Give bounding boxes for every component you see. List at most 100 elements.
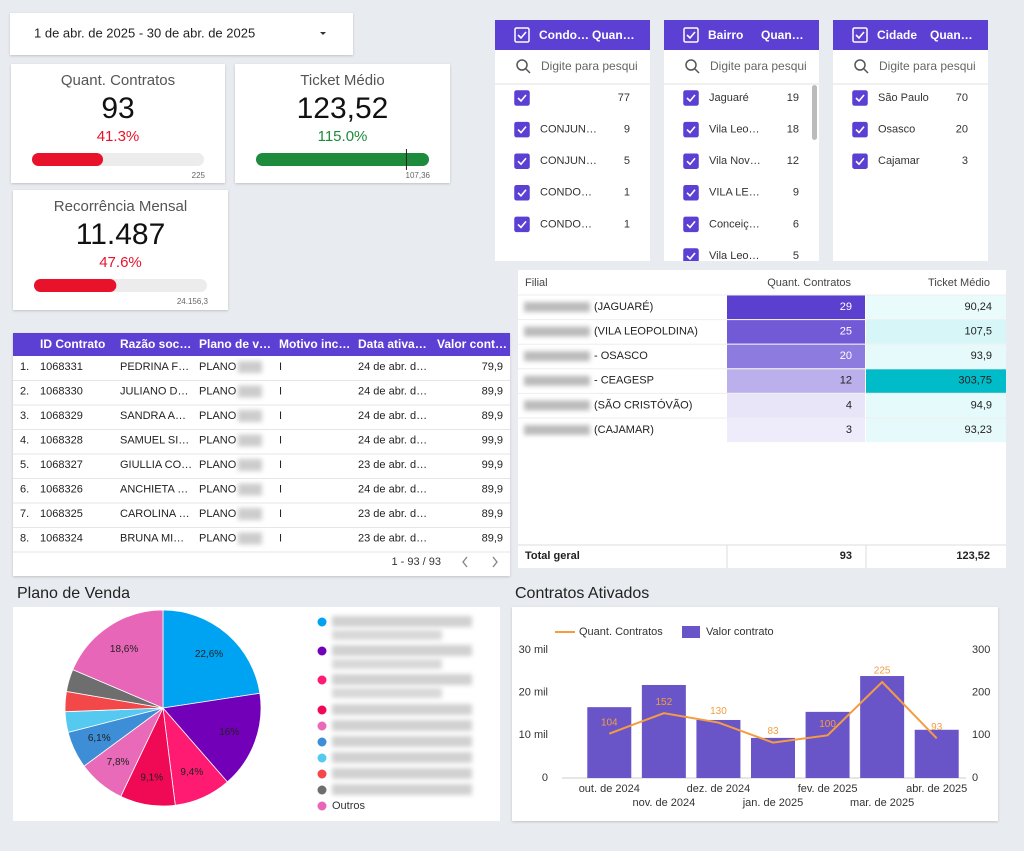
checkbox[interactable]: [514, 185, 530, 201]
scorecard-delta: 47.6%: [99, 254, 142, 271]
filter-item-count: 20: [956, 124, 968, 136]
search-placeholder[interactable]: Digite para pesqui: [710, 59, 807, 73]
table-cell: 99,9: [482, 459, 503, 471]
checkbox[interactable]: [683, 153, 699, 169]
prev-page[interactable]: [462, 556, 468, 568]
search-icon: [525, 68, 531, 74]
legend-dot[interactable]: [317, 705, 327, 715]
checkbox[interactable]: [514, 153, 530, 169]
ticket-cell: 93,9: [971, 350, 992, 362]
column-header[interactable]: Motivo inc…: [279, 337, 350, 351]
checkbox[interactable]: [514, 216, 530, 233]
next-page[interactable]: [492, 556, 498, 568]
column-header[interactable]: ID Contrato: [40, 337, 105, 351]
legend-dot[interactable]: [317, 737, 327, 747]
legend-label[interactable]: Valor contrato: [706, 626, 774, 638]
filter-header: [833, 20, 988, 50]
legend-dot[interactable]: [317, 785, 327, 795]
table-cell: 1068325: [40, 508, 83, 520]
legend-swatch[interactable]: [682, 626, 700, 638]
checkbox[interactable]: [514, 90, 530, 106]
checkmark: [517, 220, 527, 229]
search-placeholder[interactable]: Digite para pesqui: [541, 59, 638, 73]
legend-dot[interactable]: [317, 675, 327, 685]
filter-item-label[interactable]: CONJUN…: [540, 155, 597, 167]
checkmark: [517, 157, 527, 166]
table-cell: PLANO: [199, 361, 237, 373]
checkmark: [855, 31, 865, 40]
filter-item-label[interactable]: Cajamar: [878, 155, 920, 167]
column-header[interactable]: Data ativa…: [358, 337, 427, 351]
bar[interactable]: [751, 737, 795, 778]
search-icon: [516, 59, 528, 71]
blurred-cell: [238, 361, 262, 373]
filter-item-label[interactable]: Conceiç…: [709, 218, 760, 230]
checkbox[interactable]: [683, 185, 699, 201]
count-cell: 29: [840, 301, 852, 313]
checkbox[interactable]: [683, 216, 699, 233]
bar[interactable]: [641, 684, 686, 778]
data-label: 93: [931, 722, 943, 733]
bar[interactable]: [805, 711, 850, 778]
column-header[interactable]: Razão soc…: [120, 337, 191, 351]
table-cell: PLANO: [199, 483, 237, 495]
scorecard: Recorrência Mensal 11.487 47.6% 24.156,3: [13, 190, 228, 310]
filter-item-count: 5: [624, 155, 630, 167]
checkbox[interactable]: [683, 27, 699, 43]
legend-dot[interactable]: [317, 646, 327, 656]
filter-item-label[interactable]: Vila Nov…: [709, 155, 761, 167]
checkbox[interactable]: [514, 121, 530, 138]
bar[interactable]: [587, 707, 632, 778]
legend-dot[interactable]: [317, 801, 327, 811]
filter-item-label[interactable]: São Paulo: [878, 92, 929, 104]
filter-item-label[interactable]: CONJUN…: [540, 124, 597, 136]
filter-item-label[interactable]: Vila Leo…: [709, 250, 760, 262]
bar[interactable]: [696, 719, 741, 778]
filter-item-label[interactable]: Vila Leo…: [709, 124, 760, 136]
filter-item-label[interactable]: Osasco: [878, 124, 915, 136]
legend-dot[interactable]: [317, 617, 327, 627]
filter-item-label[interactable]: CONDO…: [540, 218, 592, 230]
filter-item-count: 18: [787, 124, 799, 136]
column-header[interactable]: Valor cont…: [437, 337, 507, 351]
date-filter-text[interactable]: 1 de abr. de 2025 - 30 de abr. de 2025: [34, 25, 255, 40]
scrollbar[interactable]: [812, 85, 817, 140]
data-label: 83: [767, 726, 779, 737]
pie-slice[interactable]: [162, 692, 262, 783]
search-placeholder[interactable]: Digite para pesqui: [879, 59, 976, 73]
checkmark: [517, 189, 527, 197]
checkbox[interactable]: [683, 121, 699, 138]
checkbox[interactable]: [514, 27, 530, 43]
filter-header: [495, 20, 650, 50]
blurred-cell: [238, 483, 262, 496]
checkbox[interactable]: [683, 90, 699, 106]
date-filter[interactable]: [10, 13, 353, 55]
bar[interactable]: [860, 676, 905, 778]
legend-dot[interactable]: [317, 769, 327, 779]
legend-dot[interactable]: [317, 721, 327, 731]
pie-slice[interactable]: [72, 609, 164, 709]
blurred-name: [524, 375, 590, 386]
dropdown-arrow[interactable]: [320, 32, 326, 35]
filter-item-label[interactable]: VILA LE…: [709, 187, 760, 199]
table-cell: BRUNA MI…: [120, 532, 184, 544]
checkbox[interactable]: [852, 27, 868, 43]
legend-label[interactable]: Outros: [332, 800, 366, 812]
checkbox[interactable]: [852, 90, 868, 106]
table-cell: 23 de abr. d…: [358, 459, 427, 471]
filter-item-label[interactable]: Jaguaré: [709, 92, 749, 104]
column-header[interactable]: Plano de v…: [199, 337, 271, 351]
table-cell: GIULLIA CO…: [120, 459, 192, 471]
heat-cell: [866, 393, 1006, 418]
filial-table: Filial Quant. Contratos Ticket Médio (JAGUA…: [518, 270, 1006, 568]
legend-label[interactable]: Quant. Contratos: [579, 626, 663, 638]
checkbox[interactable]: [683, 248, 699, 263]
legend-dot[interactable]: [317, 753, 327, 763]
table-cell: I: [279, 532, 282, 544]
checkbox[interactable]: [852, 153, 868, 169]
checkbox[interactable]: [852, 121, 868, 138]
pie-slice[interactable]: [162, 609, 261, 709]
filter-item-label[interactable]: CONDO…: [540, 187, 592, 199]
table-cell: ANCHIETA …: [120, 483, 188, 495]
blurred-name: [524, 302, 590, 312]
